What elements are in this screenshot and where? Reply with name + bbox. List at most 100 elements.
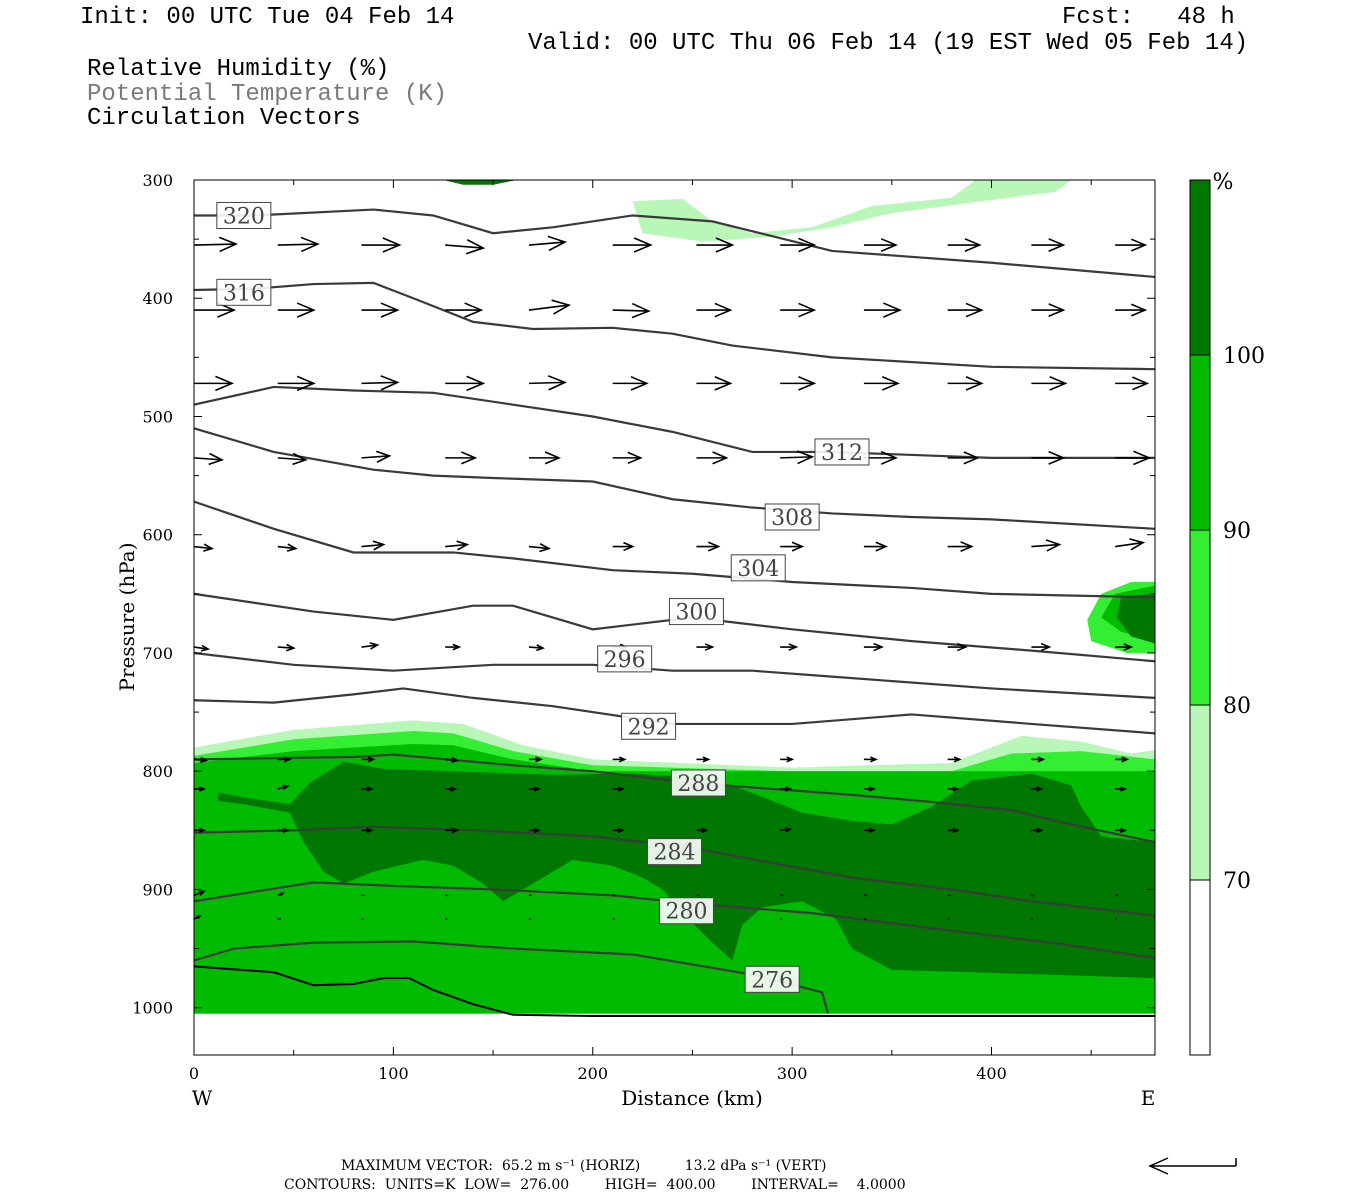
colorbar-tick-90: 90 (1223, 519, 1251, 544)
vector-arrow (780, 643, 799, 651)
vector-arrow (612, 451, 643, 465)
vector-arrow (696, 827, 709, 834)
vector-arrow (193, 236, 239, 253)
contour-label-280: 280 (665, 900, 707, 925)
contour-label-box-300 (668, 598, 724, 626)
y-tick-900: 900 (142, 880, 173, 899)
vector-arrow (528, 786, 542, 792)
colorbar-segment-2 (1190, 530, 1210, 705)
colorbar-segment-3 (1190, 355, 1210, 530)
vector-arrow (696, 376, 733, 391)
vector-arrow (947, 827, 960, 834)
vector-arrow (528, 644, 546, 652)
vector-arrow (696, 756, 711, 763)
vector-arrow (361, 450, 392, 463)
vector-arrow (612, 376, 649, 391)
contour-label-296: 296 (604, 648, 646, 673)
theta-contour-312 (194, 385, 1155, 459)
vector-arrow (947, 451, 980, 465)
vector-arrow (780, 302, 817, 318)
vector-arrow (1031, 539, 1062, 552)
vector-arrow (780, 541, 805, 552)
vector-arrow (361, 827, 374, 834)
vector-arrow (445, 451, 478, 465)
vector-arrow (780, 450, 815, 465)
max-vector-note: MAXIMUM VECTOR: 65.2 m s⁻¹ (HORIZ) 13.2 … (341, 1158, 827, 1174)
colorbar-tick-80: 80 (1223, 694, 1251, 719)
contour-label-304: 304 (737, 557, 779, 582)
theta-contour-316 (194, 281, 1155, 371)
vector-arrow (947, 786, 960, 792)
vector-arrow (528, 543, 551, 553)
vector-arrow (1031, 756, 1046, 763)
vector-arrow (863, 376, 900, 391)
vector-arrow (612, 237, 653, 253)
vector-arrow (947, 376, 984, 391)
vector-arrow (445, 786, 458, 792)
vector-arrow (780, 786, 793, 792)
y-tick-600: 600 (142, 526, 173, 545)
vector-arrow (612, 756, 627, 763)
x-tick-100: 100 (378, 1064, 409, 1083)
vector-arrow (780, 237, 817, 253)
rh-region-70-1 (632, 180, 1072, 242)
colorbar-unit: % (1213, 170, 1234, 195)
vector-arrow (277, 827, 290, 834)
vector-arrow (277, 375, 316, 392)
contour-label-box-296 (597, 645, 653, 673)
theta-contour-284 (194, 825, 1155, 917)
theta-contour-320 (194, 208, 1155, 279)
vector-arrow (1031, 376, 1068, 391)
contour-label-276: 276 (751, 968, 793, 993)
y-tick-1000: 1000 (132, 999, 173, 1018)
vector-arrow (947, 238, 982, 253)
vector-arrow (696, 302, 733, 318)
vector-arrow (863, 541, 888, 552)
vector-arrow (1031, 642, 1052, 652)
vector-arrow (445, 827, 460, 834)
vector-arrow (947, 642, 968, 652)
contour-label-box-308 (764, 503, 820, 531)
contour-label-box-280 (658, 897, 714, 925)
vector-arrow (277, 302, 316, 318)
vector-arrow (277, 643, 296, 652)
x-tick-400: 400 (976, 1064, 1007, 1083)
vector-arrow (1115, 827, 1128, 834)
contour-label-box-312 (814, 438, 870, 466)
contour-label-288: 288 (677, 772, 719, 797)
vector-arrow (1115, 450, 1152, 466)
vector-arrow (1031, 450, 1066, 465)
vector-arrow (612, 786, 625, 792)
plot-frame (193, 179, 1156, 1056)
vector-arrow (863, 238, 898, 253)
theta-contour-300 (194, 592, 1155, 663)
y-tick-400: 400 (142, 289, 173, 308)
east-label: E (1141, 1086, 1156, 1110)
vector-arrow (445, 540, 470, 551)
vector-arrow (528, 235, 568, 252)
vector-arrow (780, 827, 793, 833)
init-time: Init: 00 UTC Tue 04 Feb 14 (80, 4, 455, 31)
vector-arrow (361, 540, 386, 551)
y-tick-700: 700 (142, 644, 173, 663)
colorbar-frame (1189, 179, 1211, 1056)
rh-region-100-6 (217, 761, 1155, 979)
vector-arrow (277, 784, 290, 790)
vector-arrow (863, 642, 884, 652)
vector-arrow (193, 644, 211, 652)
reference-vector-icon (1148, 1157, 1237, 1175)
contour-label-320: 320 (223, 204, 265, 229)
vector-arrow (361, 786, 374, 792)
vector-arrow (361, 642, 380, 650)
vector-arrow (1115, 238, 1148, 252)
contour-label-284: 284 (654, 841, 696, 866)
vector-arrow (863, 827, 876, 834)
colorbar-tick-70: 70 (1223, 869, 1251, 894)
theta-contour-292 (194, 687, 1155, 735)
rh-region-100-8 (443, 180, 517, 185)
contour-label-300: 300 (675, 601, 717, 626)
contour-label-box-288 (670, 769, 726, 797)
contour-label-292: 292 (628, 715, 670, 740)
field-theta: Potential Temperature (K) (87, 81, 448, 108)
vector-arrow (612, 827, 625, 834)
